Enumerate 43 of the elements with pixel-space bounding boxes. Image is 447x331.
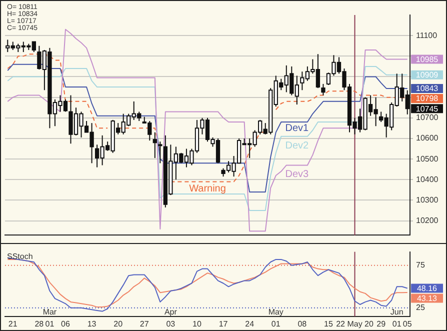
annotation: May: [268, 307, 284, 316]
x-tick-label: 10: [192, 319, 202, 328]
x-tick-label: 20: [114, 319, 124, 328]
x-tick-label: 13: [87, 319, 97, 328]
data-label: 10843: [416, 84, 439, 94]
series-label: Dev1: [285, 123, 310, 134]
annotation: Jun: [390, 307, 404, 316]
annotation: Apr: [164, 307, 178, 316]
x-tick-label: 01: [45, 319, 55, 328]
y-tick-label: 10300: [416, 195, 439, 204]
x-tick-label: 17: [218, 319, 228, 328]
data-label: 10985: [416, 54, 439, 64]
data-label: 10798: [416, 94, 439, 104]
x-tick-label: 03: [166, 319, 176, 328]
y-tick-label: 10500: [416, 154, 439, 164]
series-label: Dev3: [285, 169, 310, 180]
data-label: 43.13: [416, 294, 438, 303]
x-tick-label: 28: [34, 319, 44, 328]
x-tick-label: 21: [8, 319, 18, 328]
x-tick-label: 08: [298, 319, 308, 328]
series-label: Dev2: [285, 140, 310, 152]
x-tick-label: 22 May 20: [336, 319, 374, 328]
text: 10745: [416, 104, 438, 114]
y-tick-label: 10600: [416, 134, 439, 143]
y-tick-label: 10700: [416, 113, 439, 122]
y-tick-label: 10400: [416, 174, 439, 184]
chart-title: SStoch: [7, 252, 33, 261]
x-tick-label: 01: [271, 319, 281, 328]
y-tick-label: 11100: [416, 30, 438, 40]
y-tick-label: 10200: [416, 216, 439, 225]
annotation: Mar: [42, 307, 57, 316]
x-tick-label: 06: [61, 319, 70, 328]
x-tick-label: 01: [392, 319, 402, 328]
x-tick-label: 29: [376, 319, 386, 328]
x-tick-label: 05: [402, 319, 412, 328]
data-label: 48.16: [416, 284, 438, 293]
x-tick-label: 27: [140, 319, 150, 328]
data-label: 10909: [416, 70, 439, 80]
y-tick-label: 75: [416, 260, 426, 270]
x-tick-label: 24: [245, 319, 255, 328]
y-tick-label: 25: [416, 303, 426, 312]
x-tick-label: 15: [324, 319, 334, 328]
series-label: Warning: [189, 184, 226, 195]
